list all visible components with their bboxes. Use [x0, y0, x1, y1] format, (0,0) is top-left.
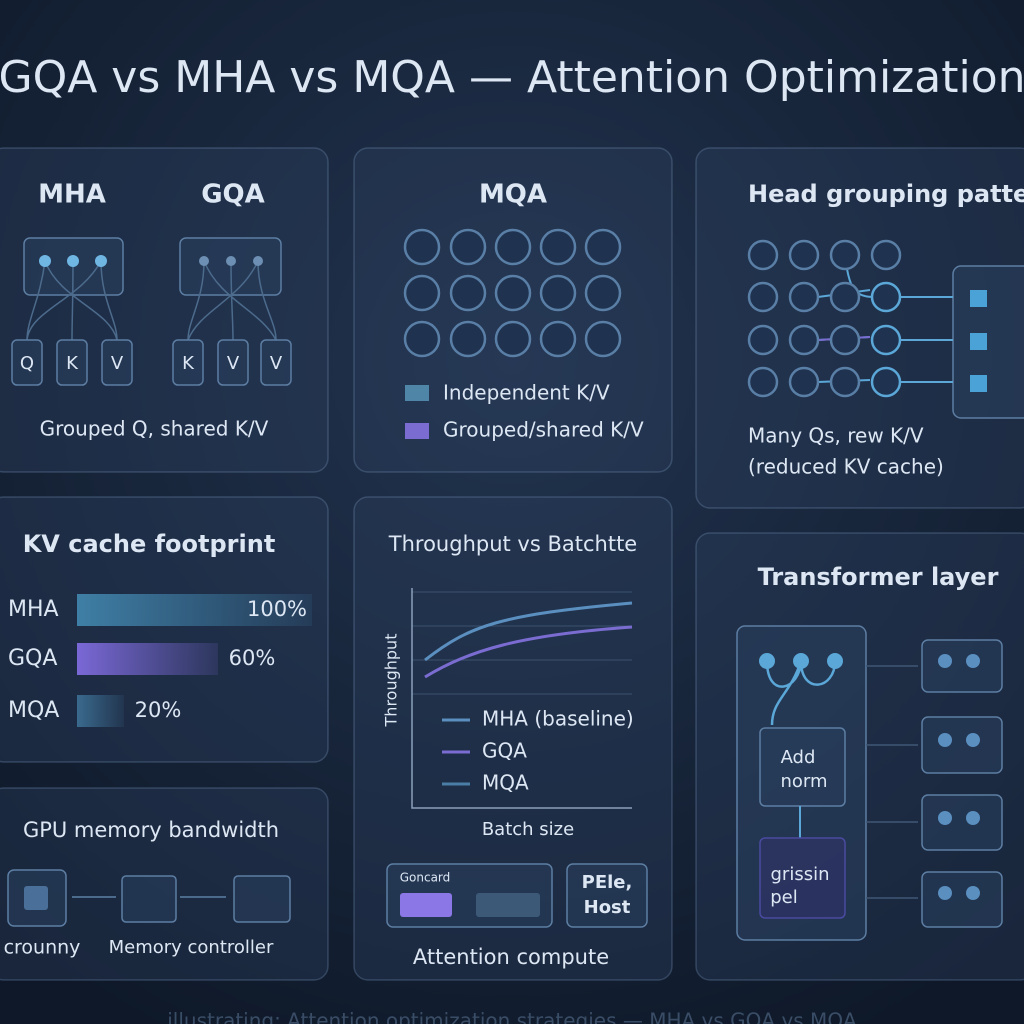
head — [747, 281, 779, 313]
block-label: grissin — [771, 864, 830, 885]
panel-title: GQA — [201, 180, 265, 210]
head — [788, 324, 820, 356]
panel — [695, 147, 1024, 509]
legend-swatch — [405, 385, 429, 401]
head — [449, 274, 487, 312]
bar — [77, 594, 312, 626]
panel — [0, 147, 329, 473]
component-label: crounny — [4, 937, 81, 959]
head — [539, 274, 577, 312]
category-label: MQA — [8, 698, 59, 723]
head — [494, 320, 532, 358]
head — [870, 281, 902, 313]
head — [403, 228, 441, 266]
head — [539, 228, 577, 266]
head — [403, 274, 441, 312]
head — [584, 274, 622, 312]
head — [584, 228, 622, 266]
panel-title: MHA — [38, 180, 106, 210]
head — [449, 228, 487, 266]
head — [494, 274, 532, 312]
block-label: norm — [780, 771, 827, 792]
panel-title: GPU memory bandwidth — [23, 818, 279, 842]
legend-label: GQA — [482, 739, 527, 763]
panel-title: Transformer layer — [758, 563, 999, 591]
panel — [353, 496, 673, 981]
gpu-diagram — [7, 869, 291, 927]
bar — [77, 695, 124, 727]
block-label: Add — [781, 747, 816, 768]
component-label: Memory controller — [109, 937, 274, 958]
category-label: MHA — [8, 597, 59, 622]
panel-title: Head grouping pattern — [748, 180, 1024, 208]
box-label: Q — [20, 353, 34, 374]
head — [829, 366, 861, 398]
head — [870, 366, 902, 398]
head — [870, 239, 902, 271]
box-label: V — [270, 353, 283, 374]
caption: (reduced KV cache) — [748, 455, 944, 479]
title: GQA vs MHA vs MQA — Attention Optimizati… — [0, 52, 1024, 103]
head-grid — [403, 228, 622, 358]
bar — [77, 643, 218, 675]
category-label: GQA — [8, 646, 57, 671]
head — [829, 324, 861, 356]
transformer-diagram — [736, 625, 1003, 941]
compute-boxes — [386, 863, 648, 928]
box-label: K — [182, 353, 195, 374]
box-label: V — [227, 353, 240, 374]
block-label: pel — [770, 887, 798, 908]
head — [584, 320, 622, 358]
panel-title: KV cache footprint — [23, 530, 276, 558]
head — [870, 324, 902, 356]
line-chart — [411, 588, 633, 809]
head — [829, 281, 861, 313]
box-label: Host — [584, 897, 631, 918]
head — [403, 320, 441, 358]
caption: Attention compute — [413, 945, 609, 969]
head — [788, 281, 820, 313]
box-label: V — [111, 353, 124, 374]
legend-label: MQA — [482, 771, 529, 795]
head — [829, 239, 861, 271]
box-label: PEle, — [582, 872, 633, 893]
head — [788, 239, 820, 271]
caption: Grouped Q, shared K/V — [40, 417, 269, 441]
box-label: Goncard — [400, 871, 451, 885]
mha-diagram — [11, 237, 292, 386]
head — [747, 239, 779, 271]
axis-label: Throughput — [382, 634, 401, 728]
head — [747, 366, 779, 398]
footer: illustrating: Attention optimization str… — [167, 1009, 857, 1024]
panel-title: MQA — [479, 180, 547, 210]
grouping-diagram — [747, 239, 1024, 419]
caption: Many Qs, rew K/V — [748, 424, 924, 448]
panel-title: Throughput vs Batchtte — [388, 532, 637, 556]
head — [539, 320, 577, 358]
head — [494, 228, 532, 266]
value-label: 60% — [229, 646, 276, 670]
legend-label: Grouped/shared K/V — [443, 418, 644, 442]
value-label: 100% — [247, 597, 307, 621]
box-label: K — [66, 353, 79, 374]
head — [747, 324, 779, 356]
legend-swatch — [405, 423, 429, 439]
legend-label: Independent K/V — [443, 381, 610, 405]
kv-bars: MHA 100% GQA 60% MQA 20% — [8, 594, 312, 727]
head — [788, 366, 820, 398]
axis-label: Batch size — [482, 819, 574, 840]
legend-label: MHA (baseline) — [482, 707, 634, 731]
head — [449, 320, 487, 358]
value-label: 20% — [135, 698, 182, 722]
